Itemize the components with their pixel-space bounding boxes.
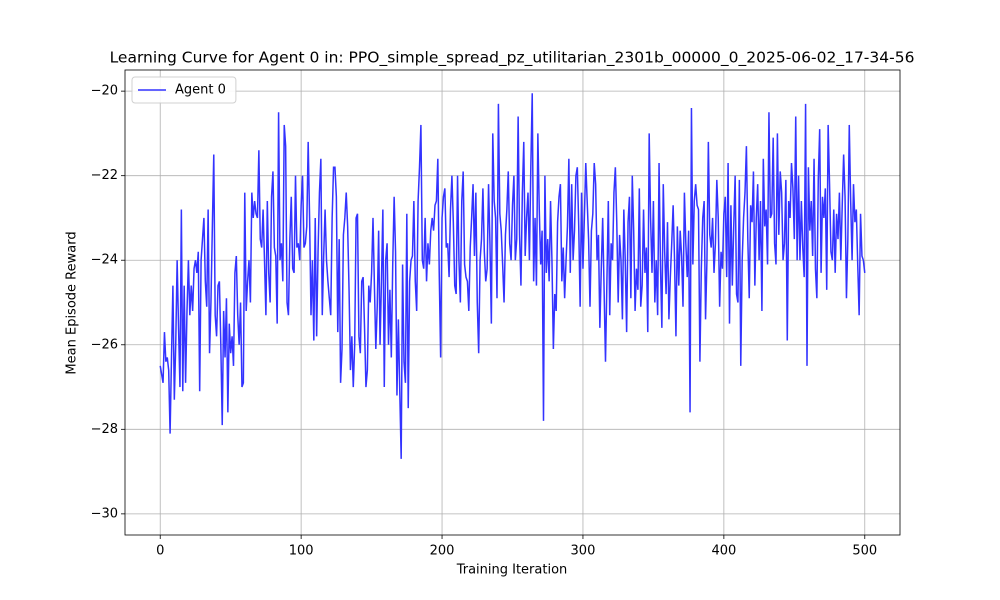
- y-tick-label: −24: [91, 253, 118, 268]
- x-tick-label: 300: [571, 544, 596, 559]
- chart-title: Learning Curve for Agent 0 in: PPO_simpl…: [110, 49, 915, 68]
- y-axis-label: Mean Episode Reward: [65, 231, 80, 374]
- y-tick-label: −30: [91, 506, 118, 521]
- y-tick-label: −20: [91, 84, 118, 99]
- x-axis-label: Training Iteration: [456, 563, 568, 578]
- x-tick-label: 200: [430, 544, 455, 559]
- legend-box: [131, 76, 237, 104]
- data-line: [159, 93, 866, 459]
- plot-frame: [124, 69, 901, 536]
- legend-label: Agent 0: [175, 83, 226, 98]
- x-tick-label: 500: [852, 544, 877, 559]
- x-tick-label: 0: [156, 544, 164, 559]
- x-tick-label: 400: [711, 544, 736, 559]
- y-tick-label: −28: [91, 422, 118, 437]
- x-tick-label: 100: [289, 544, 314, 559]
- y-tick-label: −22: [91, 168, 118, 183]
- y-tick-label: −26: [91, 337, 118, 352]
